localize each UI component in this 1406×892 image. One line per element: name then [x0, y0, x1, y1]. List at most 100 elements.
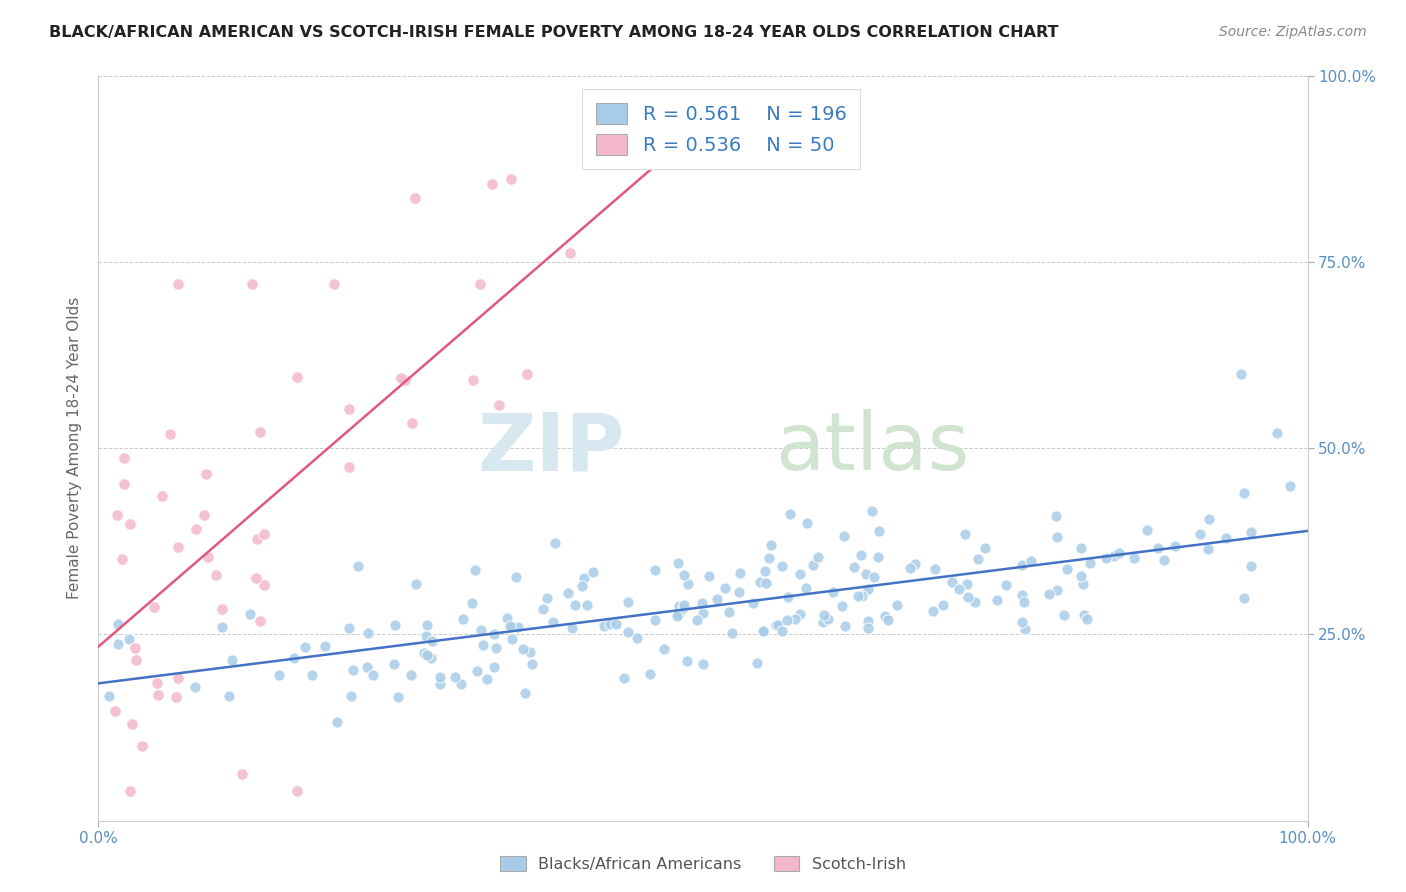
Point	[742, 596, 765, 610]
Point	[572, 571, 595, 585]
Point	[231, 767, 253, 781]
Point	[956, 577, 979, 591]
Point	[453, 612, 475, 626]
Point	[752, 624, 775, 639]
Point	[541, 615, 564, 630]
Point	[488, 398, 510, 412]
Point	[416, 648, 439, 662]
Point	[501, 172, 523, 186]
Point	[807, 550, 830, 565]
Point	[165, 690, 187, 704]
Point	[1011, 588, 1033, 602]
Point	[520, 657, 543, 671]
Point	[107, 617, 129, 632]
Point	[167, 277, 190, 292]
Point	[470, 277, 492, 292]
Point	[1233, 591, 1256, 606]
Legend: R = 0.561    N = 196, R = 0.536    N = 50: R = 0.561 N = 196, R = 0.536 N = 50	[582, 89, 860, 169]
Point	[239, 607, 262, 621]
Point	[582, 566, 605, 580]
Point	[301, 667, 323, 681]
Point	[110, 552, 132, 566]
Point	[211, 620, 233, 634]
Point	[146, 688, 169, 702]
Point	[638, 666, 661, 681]
Point	[626, 631, 648, 645]
Point	[849, 548, 872, 562]
Point	[886, 598, 908, 612]
Point	[394, 374, 416, 388]
Point	[146, 676, 169, 690]
Point	[1153, 553, 1175, 567]
Point	[1011, 615, 1033, 629]
Point	[267, 667, 290, 681]
Point	[401, 416, 423, 430]
Point	[322, 277, 344, 292]
Point	[515, 686, 537, 700]
Point	[285, 370, 308, 384]
Point	[673, 568, 696, 582]
Point	[904, 557, 927, 571]
Point	[205, 568, 228, 582]
Point	[851, 589, 873, 603]
Point	[789, 607, 811, 621]
Point	[875, 609, 897, 624]
Point	[249, 614, 271, 628]
Point	[1070, 569, 1092, 583]
Point	[817, 612, 839, 626]
Point	[340, 689, 363, 703]
Point	[356, 660, 378, 674]
Point	[858, 582, 880, 596]
Point	[506, 620, 529, 634]
Point	[846, 589, 869, 603]
Point	[1076, 612, 1098, 626]
Point	[499, 618, 522, 632]
Point	[105, 508, 128, 522]
Point	[97, 689, 120, 703]
Point	[668, 599, 690, 614]
Point	[1011, 558, 1033, 572]
Point	[813, 608, 835, 623]
Point	[1122, 551, 1144, 566]
Point	[1278, 479, 1301, 493]
Point	[131, 739, 153, 754]
Point	[758, 551, 780, 566]
Point	[965, 595, 987, 609]
Point	[253, 578, 276, 592]
Point	[1215, 531, 1237, 545]
Point	[752, 624, 775, 638]
Point	[159, 427, 181, 442]
Point	[613, 671, 636, 685]
Point	[973, 541, 995, 556]
Point	[765, 618, 787, 632]
Point	[347, 558, 370, 573]
Point	[112, 451, 135, 466]
Point	[644, 563, 666, 577]
Point	[995, 577, 1018, 591]
Point	[794, 581, 817, 595]
Point	[337, 402, 360, 417]
Point	[745, 657, 768, 671]
Point	[471, 638, 494, 652]
Point	[690, 596, 713, 610]
Point	[389, 371, 412, 385]
Point	[1046, 583, 1069, 598]
Point	[415, 629, 437, 643]
Point	[811, 615, 834, 630]
Point	[186, 522, 208, 536]
Point	[125, 653, 148, 667]
Point	[666, 556, 689, 570]
Point	[249, 425, 271, 440]
Point	[253, 527, 276, 541]
Point	[717, 606, 740, 620]
Point	[697, 568, 720, 582]
Point	[283, 651, 305, 665]
Point	[382, 657, 405, 672]
Point	[692, 607, 714, 621]
Point	[405, 576, 427, 591]
Point	[599, 617, 621, 632]
Point	[605, 617, 627, 632]
Point	[1197, 541, 1219, 556]
Point	[832, 529, 855, 543]
Point	[801, 558, 824, 572]
